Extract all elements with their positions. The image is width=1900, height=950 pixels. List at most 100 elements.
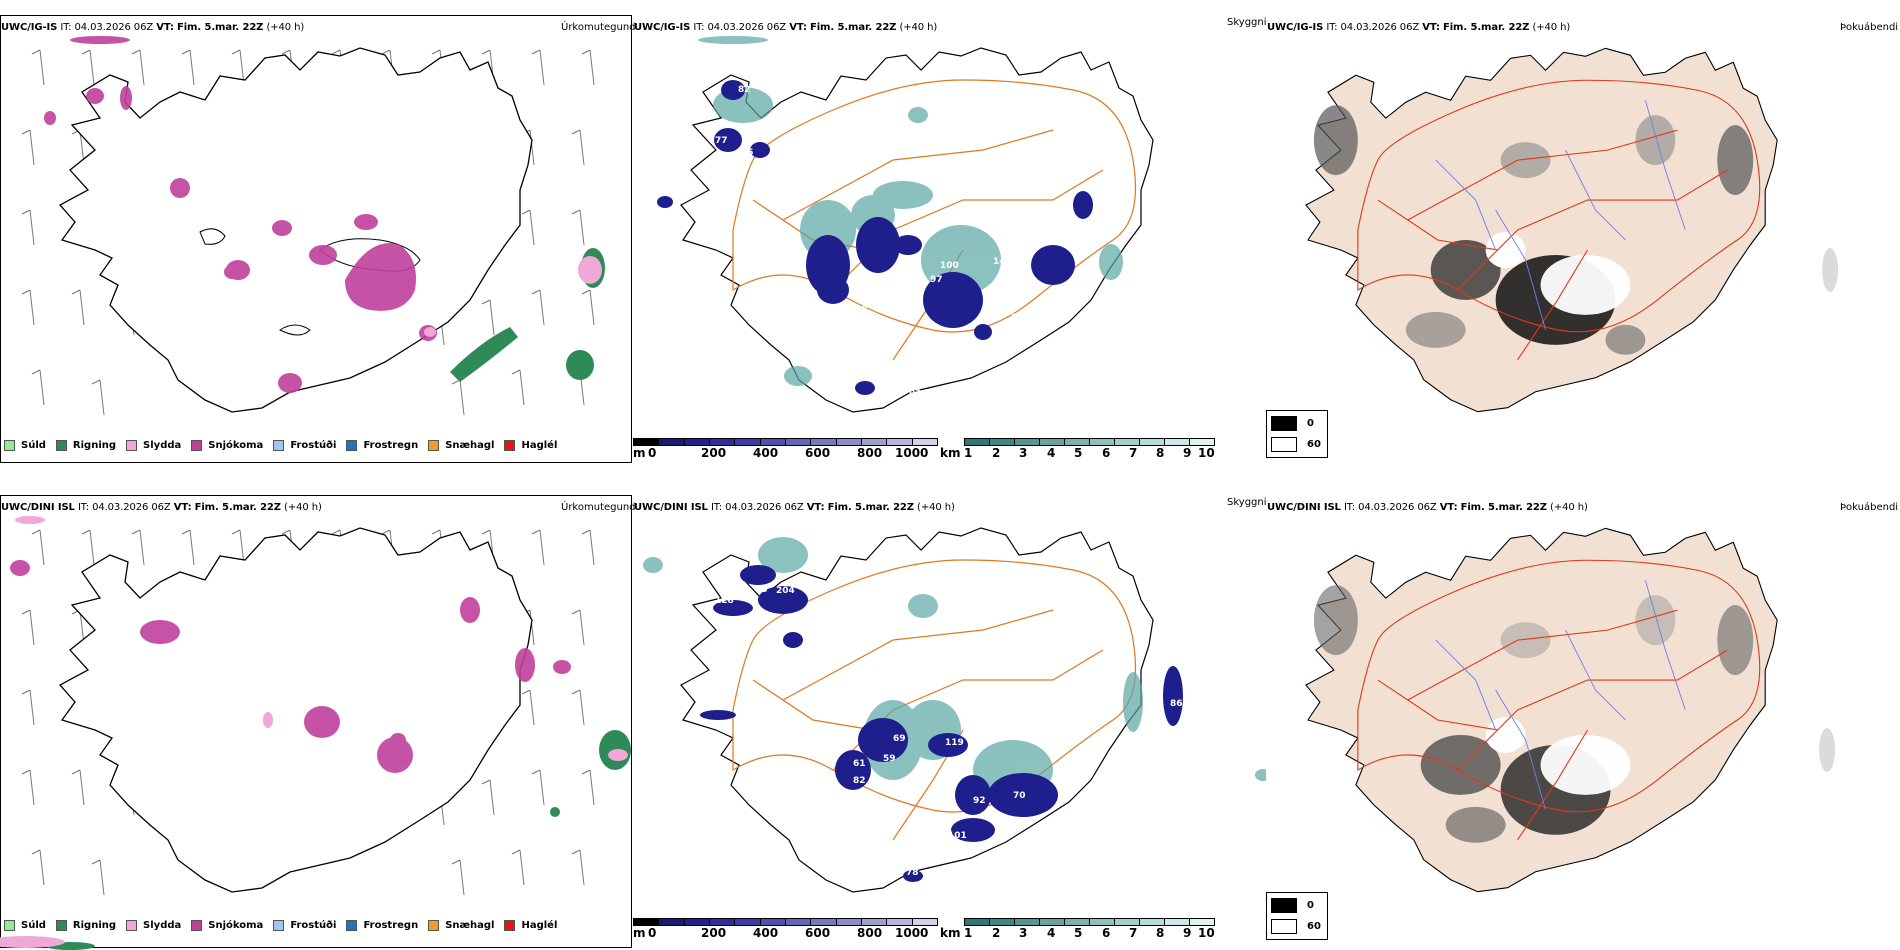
- iceland-coastline: [58, 527, 533, 893]
- ceiling-value: 46: [934, 872, 947, 882]
- ceiling-tick: 0: [648, 446, 657, 460]
- ceiling-value: 89: [1171, 224, 1184, 234]
- visibility-tick: 10: [1198, 926, 1215, 940]
- ceiling-value: 69: [893, 734, 906, 744]
- visibility-tick: 6: [1102, 446, 1111, 460]
- visibility-unit: km: [940, 926, 961, 940]
- ceiling-value: 120: [785, 199, 804, 209]
- ceiling-value: 103: [876, 283, 895, 293]
- visibility-colorbar-cells: [964, 918, 1215, 926]
- precip-map-top: [0, 15, 632, 463]
- cloud-map-bottom: 73 204 128 69 59 61 82 119 174 70 92 101…: [643, 527, 1266, 893]
- ceiling-tick: 400: [753, 926, 779, 940]
- ceiling-values: 73 204 128 69 59 61 82 119 174 70 92 101…: [715, 585, 1183, 882]
- visibility-colorbar-cells: [964, 438, 1215, 446]
- visibility-tick: 5: [1074, 926, 1083, 940]
- ceiling-tick: 800: [857, 446, 883, 460]
- snowfall-areas: [44, 36, 437, 393]
- fog-index-legend-bottom: 0 60: [1266, 892, 1328, 940]
- visibility-tick: 7: [1129, 446, 1138, 460]
- precip-legend-bottom: Súld Rigning Slydda Snjókoma Frostúði Fr…: [4, 920, 567, 931]
- fog-index-legend-top: 0 60: [1266, 410, 1328, 458]
- legend-item-frostregn: Frostregn: [346, 920, 418, 931]
- precip-panel-top: UWC/IG-IS IT: 04.03.2026 06Z VT: Fim. 5.…: [0, 0, 636, 470]
- precip-panel-label-top: Úrkomutegund: [561, 22, 636, 33]
- precip-title-bottom: UWC/DINI ISL IT: 04.03.2026 06Z VT: Fim.…: [1, 502, 322, 513]
- ceiling-tick: 800: [857, 926, 883, 940]
- cloud-panel-label-bottom: Skyggni: [1227, 497, 1267, 508]
- ceiling-tick: 400: [753, 446, 779, 460]
- legend-item-frostudi: Frostúði: [273, 440, 336, 451]
- visibility-tick: 7: [1129, 926, 1138, 940]
- visibility-tick: 10: [1198, 446, 1215, 460]
- iceland-coastline: [58, 47, 533, 413]
- fog-panel-label-top: Þokuábendi: [1840, 22, 1899, 33]
- road-network: [1357, 559, 1761, 841]
- legend-item-sudl: Súld: [4, 920, 46, 931]
- legend-item-snaehagl: Snæhagl: [428, 440, 494, 451]
- ceiling-value: 59: [883, 754, 896, 764]
- ceiling-value: 35: [995, 833, 1008, 843]
- precip-map-bottom: [0, 495, 632, 950]
- visibility-tick: 8: [1156, 446, 1165, 460]
- visibility-tick: 1: [964, 446, 973, 460]
- ceiling-value: 64: [1061, 333, 1074, 343]
- ceiling-tick: 600: [805, 446, 831, 460]
- ceiling-value: 78: [855, 305, 868, 315]
- ceiling-unit: m: [633, 926, 646, 940]
- fog-title-bottom: UWC/DINI ISL IT: 04.03.2026 06Z VT: Fim.…: [1267, 502, 1588, 513]
- ceiling-colorbar-top: m 0 200 400 600 800 1000: [633, 438, 938, 460]
- visibility-tick: 9: [1183, 926, 1192, 940]
- legend-item-rigning: Rigning: [55, 920, 116, 931]
- legend-item-frostregn: Frostregn: [346, 440, 418, 451]
- ceiling-value: 101: [948, 831, 967, 841]
- precip-panel-bottom: UWC/DINI ISL IT: 04.03.2026 06Z VT: Fim.…: [0, 480, 636, 950]
- fog-legend-max: 60: [1307, 921, 1321, 932]
- ceiling-tick: 1000: [895, 926, 929, 940]
- ceiling-value: 102: [931, 392, 950, 402]
- precip-title-top: UWC/IG-IS IT: 04.03.2026 06Z VT: Fim. 5.…: [1, 22, 305, 33]
- cloud-panel-bottom: 73 204 128 69 59 61 82 119 174 70 92 101…: [633, 480, 1328, 950]
- visibility-tick: 2: [992, 926, 1001, 940]
- ceiling-value: 82: [738, 85, 751, 95]
- ceiling-value: 77: [715, 136, 728, 146]
- road-network: [732, 559, 1136, 841]
- sleet-areas: [424, 256, 602, 337]
- cloud-panel-top: 82 77 85 120 91 12 100 97 103 96 78 143 …: [633, 0, 1328, 470]
- ceiling-value: 97: [930, 275, 943, 285]
- fog-map-bottom: [1305, 527, 1836, 893]
- ceiling-value: 82: [1011, 313, 1024, 323]
- legend-item-snjokoma: Snjókoma: [191, 440, 263, 451]
- legend-item-rigning: Rigning: [55, 440, 116, 451]
- ceiling-value: 12: [898, 257, 911, 267]
- ceiling-value: 204: [776, 586, 795, 596]
- ceiling-colorbar-bottom: m 0 200 400 600 800 1000: [633, 918, 938, 940]
- ceiling-value: 70: [1013, 791, 1026, 801]
- visibility-tick: 3: [1019, 926, 1028, 940]
- ceiling-value: 128: [715, 596, 734, 606]
- visibility-tick: 4: [1047, 446, 1056, 460]
- fog-legend-max: 60: [1307, 439, 1321, 450]
- visibility-tick: 8: [1156, 926, 1165, 940]
- fog-panel-label-bottom: Þokuábendi: [1840, 502, 1899, 513]
- ceiling-value: 86: [1170, 699, 1183, 709]
- ceiling-areas: [657, 80, 1093, 395]
- ceiling-value: 85: [909, 387, 922, 397]
- ceiling-tick: 0: [648, 926, 657, 940]
- ceiling-value: 74: [1214, 278, 1227, 288]
- ceiling-value: 145: [1011, 269, 1030, 279]
- ceiling-value: 143: [993, 257, 1012, 267]
- ceiling-unit: m: [633, 446, 646, 460]
- river-network: [1435, 100, 1686, 330]
- legend-item-slydda: Slydda: [126, 440, 181, 451]
- ceiling-value: 81: [1183, 197, 1196, 207]
- ceiling-value: 78: [906, 868, 919, 878]
- cloud-panel-label-top: Skyggni: [1227, 17, 1267, 28]
- ceiling-tick: 200: [701, 926, 727, 940]
- ceiling-value: 174: [961, 718, 980, 728]
- snowfall-areas: [10, 560, 571, 773]
- legend-item-snjokoma: Snjókoma: [191, 920, 263, 931]
- iceland-land: [1305, 47, 1778, 413]
- ceiling-value: 91: [778, 235, 791, 245]
- ceiling-value: 82: [853, 776, 866, 786]
